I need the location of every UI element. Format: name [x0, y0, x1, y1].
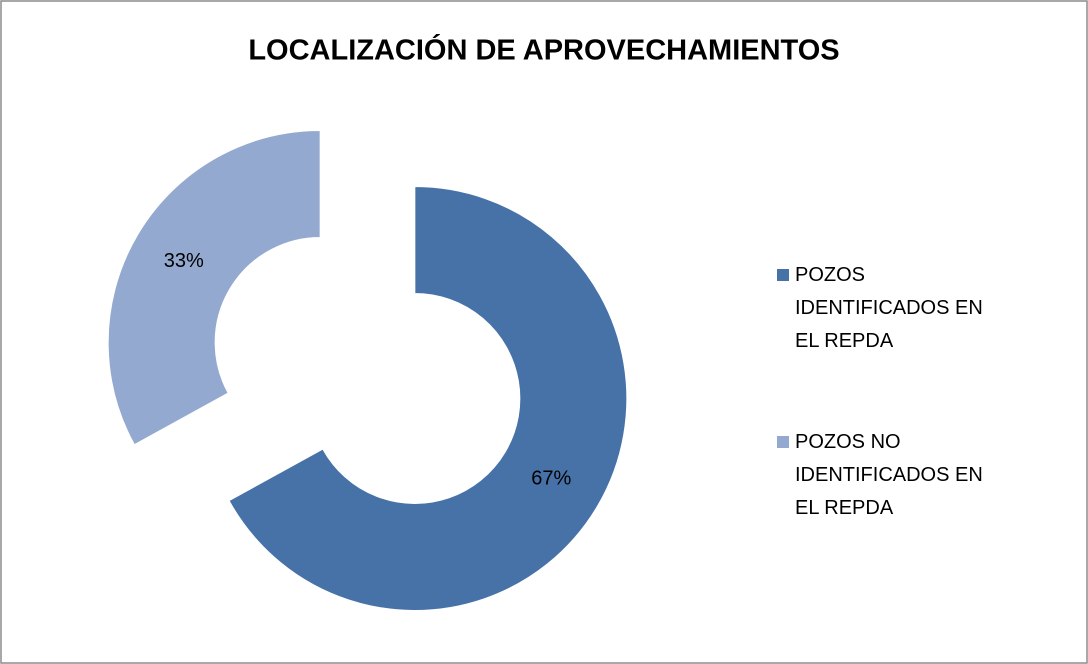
data-label: 67% [531, 467, 571, 489]
donut-slice [228, 185, 628, 611]
legend-label: POZOS NO IDENTIFICADOS EN EL REPDA [795, 431, 983, 519]
chart-title: LOCALIZACIÓN DE APROVECHAMIENTOS [248, 33, 839, 67]
legend-key [777, 436, 789, 448]
data-label: 33% [164, 250, 204, 272]
legend-key [777, 269, 789, 281]
legend-label: POZOS IDENTIFICADOS EN EL REPDA [795, 264, 983, 352]
donut-slice [107, 130, 321, 446]
